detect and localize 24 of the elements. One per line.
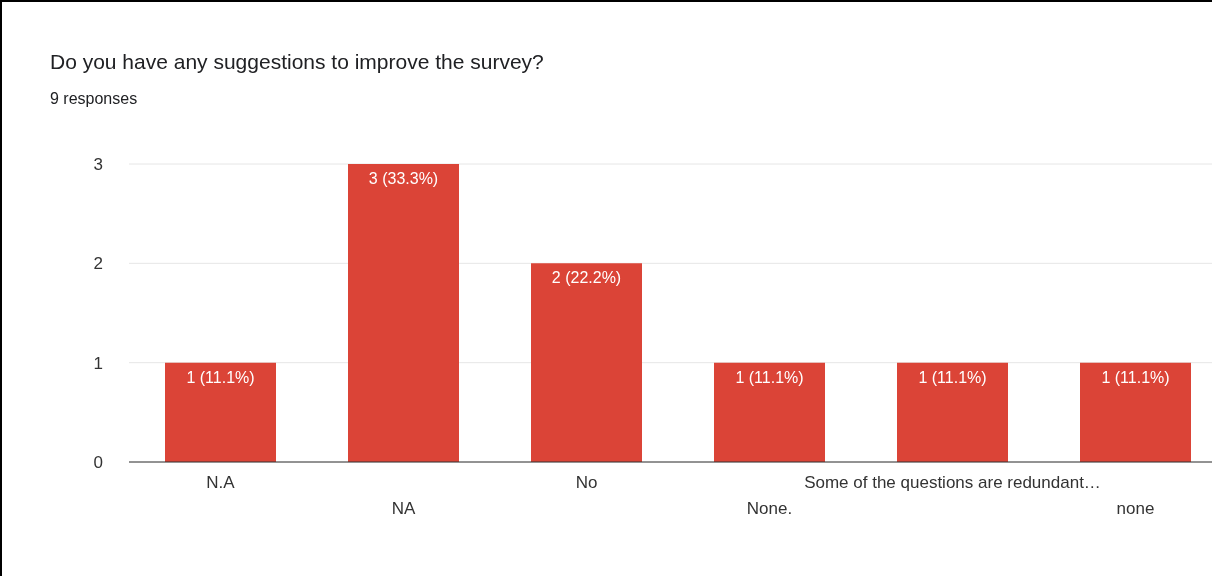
data-label: 1 (11.1%) (186, 368, 255, 386)
bar (714, 362, 825, 462)
x-tick-label: NA (391, 499, 416, 518)
data-label: 1 (11.1%) (918, 368, 987, 386)
x-tick-label: none (1116, 499, 1155, 518)
y-tick-label: 0 (93, 453, 103, 473)
y-tick-label: 1 (93, 353, 103, 373)
bar (897, 362, 1008, 462)
x-tick-label: None. (746, 499, 793, 518)
data-label: 3 (33.3%) (368, 170, 439, 187)
data-label: 1 (11.1%) (735, 368, 804, 386)
bar (1080, 362, 1191, 462)
chart-subtitle: 9 responses (50, 90, 138, 108)
y-tick-label: 2 (93, 254, 103, 274)
data-label: 2 (22.2%) (551, 269, 622, 287)
data-label: 1 (11.1%) (1101, 368, 1170, 386)
bar (348, 164, 459, 462)
x-tick-label: N.A (206, 473, 236, 492)
chart-title: Do you have any suggestions to improve the survey? (50, 50, 544, 74)
bar (531, 263, 642, 462)
y-tick-label: 3 (93, 155, 103, 175)
x-tick-label: Some of the questions are redundant… (804, 473, 1101, 492)
x-tick-label: No (575, 473, 598, 492)
bar (165, 362, 276, 462)
